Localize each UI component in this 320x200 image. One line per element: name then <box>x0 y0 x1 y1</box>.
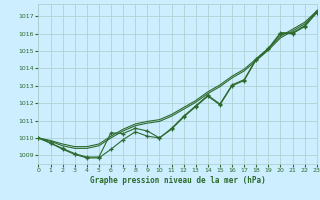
X-axis label: Graphe pression niveau de la mer (hPa): Graphe pression niveau de la mer (hPa) <box>90 176 266 185</box>
